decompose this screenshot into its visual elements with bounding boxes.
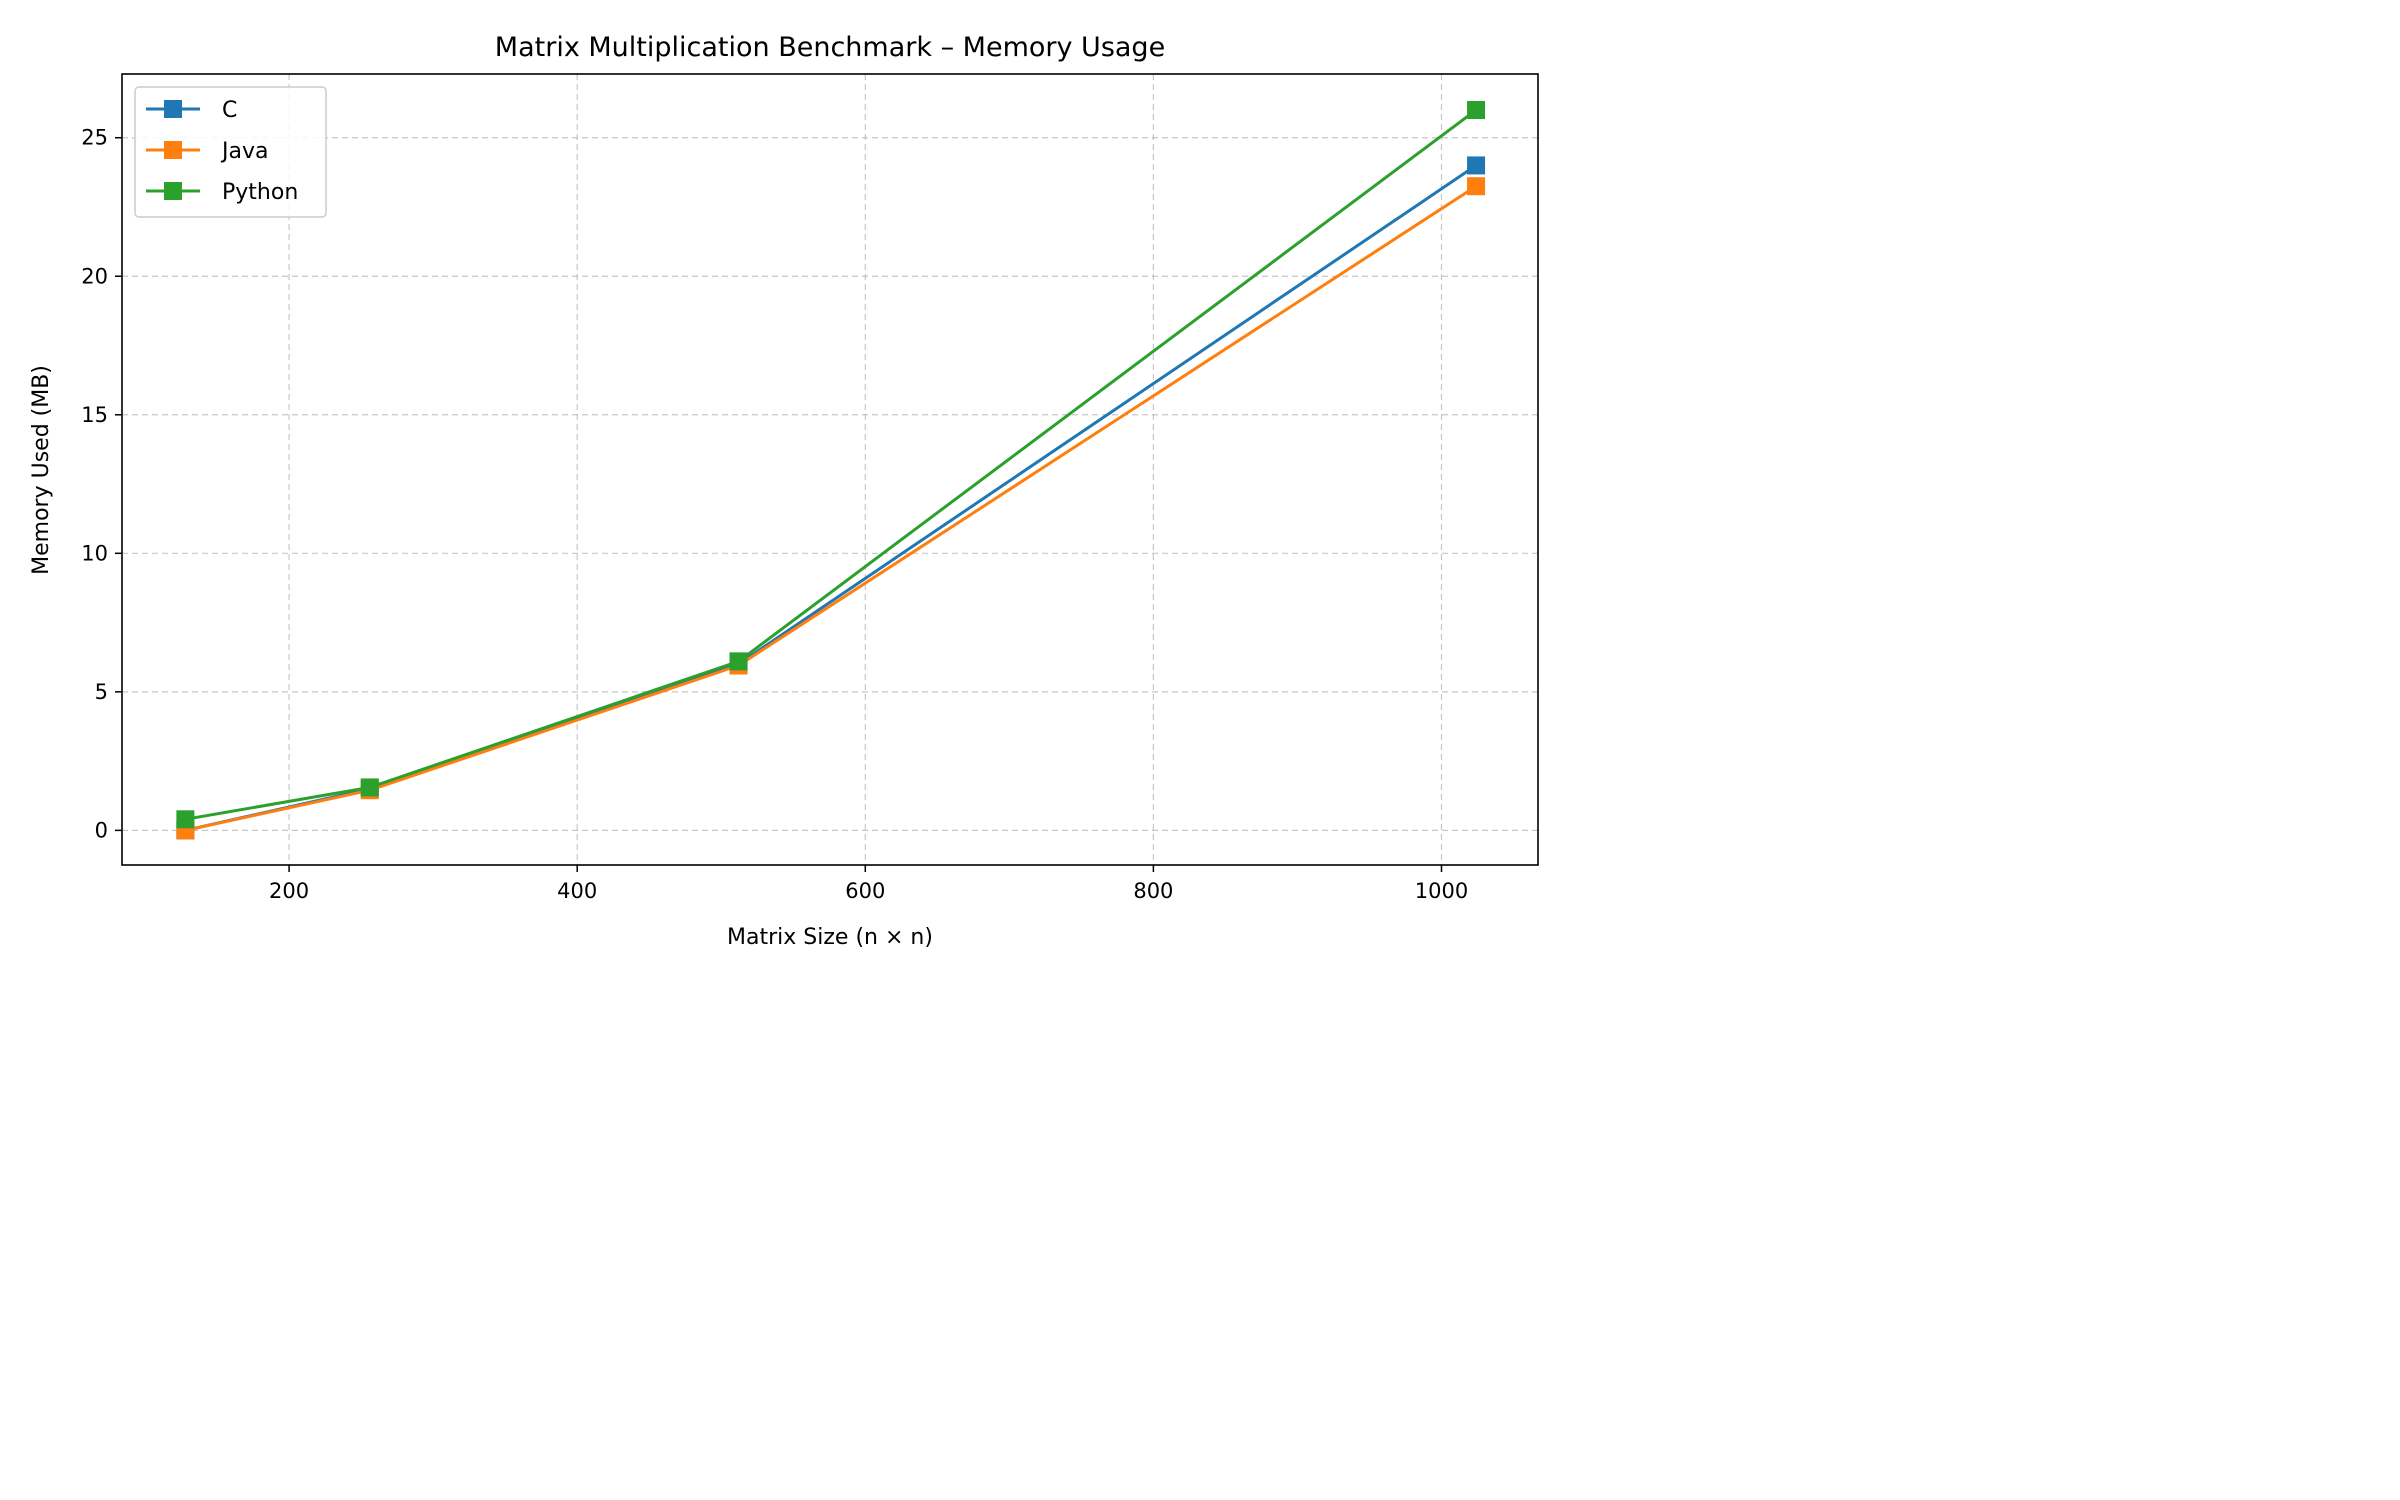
plot-frame — [121, 73, 1539, 866]
legend-marker-c — [164, 100, 182, 118]
data-point-java — [1467, 177, 1486, 196]
legend-label-python: Python — [222, 180, 298, 205]
x-axis-label: Matrix Size (n × n) — [727, 925, 933, 950]
data-point-python — [729, 652, 748, 671]
chart: Matrix Multiplication Benchmark – Memory… — [29, 32, 1539, 950]
data-point-python — [1467, 101, 1486, 120]
data-point-c — [1467, 156, 1486, 175]
y-axis-label: Memory Used (MB) — [29, 365, 54, 575]
legend-label-java: Java — [220, 139, 268, 164]
x-tick-label: 600 — [845, 879, 885, 903]
y-tick-label: 20 — [81, 264, 108, 288]
grid-layer — [122, 74, 1538, 865]
series-line-java — [185, 184, 1477, 832]
y-tick-label: 15 — [81, 403, 108, 427]
x-tick-label: 200 — [269, 879, 309, 903]
chart-title: Matrix Multiplication Benchmark – Memory… — [495, 32, 1165, 63]
data-point-python — [176, 810, 195, 829]
ticks-layer: 200 400 600 800 1000 0 5 10 15 20 25 — [81, 126, 1468, 903]
x-tick-label: 400 — [557, 879, 597, 903]
legend-label-c: C — [222, 98, 237, 123]
legend-box — [134, 86, 327, 218]
legend: C Java Python — [134, 86, 327, 218]
legend-marker-python — [164, 182, 182, 200]
series-line-c — [185, 164, 1477, 832]
y-tick-label: 5 — [95, 680, 108, 704]
legend-marker-java — [164, 141, 182, 159]
y-tick-label: 25 — [81, 126, 108, 150]
x-tick-label: 1000 — [1415, 879, 1468, 903]
y-tick-label: 0 — [95, 818, 108, 842]
series-line-python — [185, 108, 1477, 821]
data-point-python — [360, 778, 379, 797]
series-layer — [176, 101, 1486, 840]
y-tick-label: 10 — [81, 541, 108, 565]
x-tick-label: 800 — [1133, 879, 1173, 903]
